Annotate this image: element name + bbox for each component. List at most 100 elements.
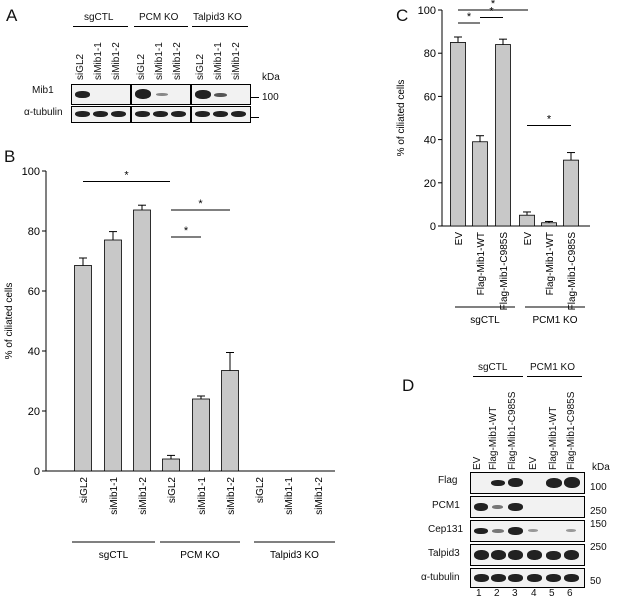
- x-tick-label: Flag-Mib1-WT: [545, 232, 556, 295]
- bar: [450, 42, 466, 227]
- y-tick-label: 0: [430, 221, 436, 233]
- bar: [221, 370, 239, 472]
- panel-d-lane-label: Flag-Mib1-C985S: [566, 391, 577, 470]
- panel-letter-c: C: [396, 6, 409, 25]
- y-tick-label: 20: [424, 178, 436, 190]
- group-label: PCM KO: [180, 550, 220, 561]
- panel-a-row-tubulin: α-tubulin: [24, 107, 63, 118]
- panel-d-marker: 250: [590, 506, 607, 517]
- bar: [133, 209, 151, 472]
- blot-a-tubulin-talpid3ko: [191, 106, 251, 123]
- bar: [495, 44, 511, 227]
- panel-d-row-pcm1: PCM1: [432, 500, 460, 511]
- significance-star: *: [467, 11, 472, 23]
- x-tick-label: siMib1-2: [314, 477, 325, 515]
- panel-d-lane-number: 5: [549, 588, 555, 599]
- panel-a-lane-label: siMib1-1: [93, 42, 104, 80]
- group-label: Talpid3 KO: [270, 550, 319, 561]
- y-tick-label: 40: [424, 135, 436, 147]
- panel-d-marker: 150: [590, 519, 607, 530]
- panel-a-lane-label: siMib1-2: [231, 42, 242, 80]
- blot-a-mib1-pcmko: [131, 84, 191, 105]
- y-tick-label: 80: [28, 226, 40, 238]
- panel-d-marker: 250: [590, 542, 607, 553]
- panel-a-row-mib1: Mib1: [32, 85, 54, 96]
- y-axis-title: % of ciliated cells: [4, 283, 15, 360]
- panel-letter-b: B: [4, 147, 16, 166]
- chart-c: 0 20 40 60 80 100 % of ciliated cells EV Flag-Mi…: [396, 0, 590, 326]
- panel-a-group-talpid3ko: Talpid3 KO: [193, 12, 242, 23]
- panel-d-group-line: [473, 376, 523, 377]
- significance-star: *: [491, 0, 496, 10]
- significance-star: *: [489, 6, 494, 18]
- panel-d-group-pcm1ko: PCM1 KO: [530, 362, 576, 373]
- bar: [563, 159, 579, 227]
- x-tick-label: EV: [454, 232, 465, 246]
- bar: [519, 214, 535, 227]
- panel-d-lane-number: 1: [476, 588, 482, 599]
- blot-d-pcm1: [470, 496, 585, 518]
- panel-d-row-cep131: Cep131: [428, 524, 464, 535]
- panel-a-kda-label: kDa: [262, 72, 280, 83]
- bar: [104, 239, 122, 472]
- x-tick-label: siGL2: [167, 477, 178, 504]
- blot-a-mib1-sgctl: [71, 84, 131, 105]
- panel-d-lane-number: 2: [494, 588, 500, 599]
- panel-a-lane-label: siMib1-1: [154, 42, 165, 80]
- panel-d-marker: 100: [590, 482, 607, 493]
- blot-d-cep131: [470, 520, 585, 542]
- panel-a-group-line: [192, 26, 248, 27]
- group-label: sgCTL: [470, 315, 500, 326]
- y-tick-label: 40: [28, 346, 40, 358]
- panel-d-lane-label: Flag-Mib1-WT: [548, 406, 559, 470]
- significance-star: *: [198, 198, 203, 210]
- panel-a-lane-label: siGL2: [195, 53, 206, 80]
- panel-d-row-talpid3: Talpid3: [428, 548, 460, 559]
- blot-d-talpid3: [470, 544, 585, 566]
- bar: [472, 141, 488, 227]
- y-tick-label: 0: [34, 466, 40, 478]
- panel-letter-d: D: [402, 376, 415, 395]
- panel-a-lane-label: siGL2: [136, 53, 147, 80]
- panel-d-row-flag: Flag: [438, 475, 458, 486]
- x-tick-label: Flag-Mib1-WT: [476, 232, 487, 295]
- panel-d-lane-label: Flag-Mib1-C985S: [507, 391, 518, 470]
- panel-a-group-line: [134, 26, 188, 27]
- panel-d-lane-number: 4: [531, 588, 537, 599]
- blot-d-tubulin: [470, 568, 585, 588]
- y-tick-label: 60: [424, 91, 436, 103]
- significance-star: *: [547, 114, 552, 126]
- y-tick-label: 80: [424, 48, 436, 60]
- panel-a-marker-100: 100: [262, 92, 279, 103]
- panel-d-group-line: [527, 376, 582, 377]
- x-tick-label: Flag-Mib1-C985S: [499, 232, 510, 311]
- x-tick-label: Flag-Mib1-C985S: [567, 232, 578, 311]
- blot-a-tubulin-pcmko: [131, 106, 191, 123]
- panel-d-lane-number: 6: [567, 588, 573, 599]
- x-tick-label: siMib1-2: [226, 477, 237, 515]
- panel-a-lane-label: siMib1-2: [172, 42, 183, 80]
- y-tick-label: 20: [28, 406, 40, 418]
- panel-d-marker: 50: [590, 576, 602, 587]
- x-tick-label: siMib1-1: [284, 477, 295, 515]
- group-label: sgCTL: [99, 550, 129, 561]
- blot-a-tubulin-sgctl: [71, 106, 131, 123]
- x-tick-label: siMib1-1: [197, 477, 208, 515]
- bar: [162, 458, 180, 472]
- significance-star: *: [184, 225, 189, 237]
- panel-a-marker-tick: [250, 117, 259, 118]
- panel-a-group-line: [73, 26, 128, 27]
- group-label: PCM1 KO: [532, 315, 577, 326]
- panel-a-lane-label: siGL2: [75, 53, 86, 80]
- y-tick-label: 100: [418, 5, 436, 17]
- panel-d-lane-label: Flag-Mib1-WT: [488, 406, 499, 470]
- panel-a-group-sgctl: sgCTL: [84, 12, 114, 23]
- panel-a-marker-tick: [250, 97, 259, 98]
- x-tick-label: siGL2: [255, 477, 266, 504]
- chart-b: 0 20 40 60 80 100 % of ciliated cells siGL2 siMi…: [4, 166, 335, 561]
- y-tick-label: 100: [22, 166, 40, 178]
- significance-star: *: [124, 170, 129, 182]
- panel-d-lane-label: EV: [472, 456, 483, 470]
- bar: [541, 222, 557, 227]
- blot-d-flag: [470, 472, 585, 494]
